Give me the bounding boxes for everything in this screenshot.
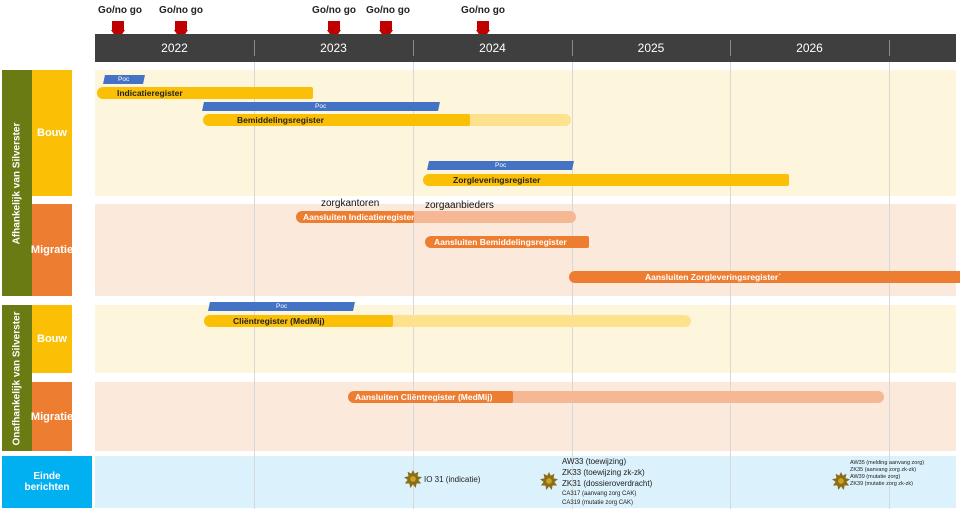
grid-line — [254, 62, 255, 509]
message-item: ZK39 (mutatie zorg zk-zk) — [850, 481, 913, 487]
year-separator — [572, 40, 573, 56]
bar-aansluiten-clientregister: Aansluiten Cliëntregister (MedMij) — [348, 391, 513, 403]
bar-clientregister-extension — [358, 315, 691, 327]
bar-indicatieregister: Indicatieregister — [97, 87, 313, 99]
go-no-go-label: Go/no go — [159, 5, 203, 16]
year-separator — [254, 40, 255, 56]
group-label-independent: Onafhankelijk van Silverster — [2, 305, 32, 451]
message-item: ZK33 (toewijzing zk-zk) — [562, 468, 645, 477]
year-label: 2025 — [637, 41, 665, 55]
grid-line — [889, 62, 890, 509]
bar-aansluiten-indicatieregister: Aansluiten Indicatieregister — [296, 211, 414, 223]
year-separator — [413, 40, 414, 56]
message-item: AW35 (melding aanvang zorg) — [850, 460, 925, 466]
poc-bar: Poc — [103, 75, 145, 84]
row-label-bouw: Bouw — [32, 305, 72, 373]
group-label-text: Afhankelijk van Silverster — [11, 122, 23, 244]
go-no-go-marker — [175, 21, 187, 30]
go-no-go-label: Go/no go — [461, 5, 505, 16]
year-separator — [730, 40, 731, 56]
year-separator — [889, 40, 890, 56]
bar-aansluiten-clientregister-extension — [500, 391, 884, 403]
message-item: CA319 (mutatie zorg CAK) — [562, 500, 634, 506]
bar-clientregister: Cliëntregister (MedMij) — [204, 315, 393, 327]
gear-icon — [540, 472, 558, 490]
bar-aansluiten-indicatieregister-extension — [402, 211, 576, 223]
grid-line — [413, 62, 414, 509]
poc-bar: Poc — [427, 161, 574, 170]
group-label-text: Onafhankelijk van Silverster — [11, 311, 23, 445]
message-item: ZK35 (aanvang zorg zk-zk) — [850, 467, 917, 473]
poc-bar: Poc — [208, 302, 355, 311]
band-einde-berichten — [95, 456, 956, 508]
timeline-header: 2022 2023 2024 2025 2026 — [95, 34, 956, 62]
gear-icon — [832, 472, 850, 490]
row-label-einde-berichten: Einde berichten — [2, 456, 92, 508]
year-label: 2026 — [796, 41, 823, 55]
go-no-go-marker — [328, 21, 340, 30]
annotation-zorgkantoren: zorgkantoren — [321, 198, 380, 209]
go-no-go-label: Go/no go — [366, 5, 410, 16]
bar-bemiddelingsregister: Bemiddelingsregister — [203, 114, 470, 126]
go-no-go-marker — [477, 21, 489, 30]
message-item: ZK31 (dossieroverdracht) — [562, 479, 653, 488]
row-label-migratie: Migratie — [31, 382, 73, 451]
go-no-go-label: Go/no go — [98, 5, 142, 16]
year-label: 2024 — [479, 41, 506, 55]
annotation-zorgaanbieders: zorgaanbieders — [425, 200, 494, 211]
poc-bar: Poc — [202, 102, 440, 111]
bar-aansluiten-bemiddelingsregister: Aansluiten Bemiddelingsregister — [425, 236, 589, 248]
grid-line — [730, 62, 731, 509]
message-io31: IO 31 (indicatie) — [424, 475, 481, 484]
bar-zorgleveringsregister: Zorgleveringsregister — [423, 174, 789, 186]
grid-line — [572, 62, 573, 509]
gear-icon — [404, 470, 422, 488]
go-no-go-marker — [380, 21, 392, 30]
year-label: 2022 — [161, 41, 188, 55]
message-item: AW39 (mutatie zorg) — [850, 474, 901, 480]
row-label-migratie: Migratie — [31, 204, 73, 296]
message-item: AW33 (toewijzing) — [562, 457, 627, 466]
go-no-go-marker — [112, 21, 124, 30]
go-no-go-label: Go/no go — [312, 5, 356, 16]
bar-aansluiten-zorgleveringsregister: Aansluiten Zorgleveringsregister` — [569, 271, 960, 283]
group-label-dependent: Afhankelijk van Silverster — [2, 70, 32, 296]
year-label: 2023 — [320, 41, 347, 55]
message-item: CA317 (aanvang zorg CAK) — [562, 491, 637, 497]
row-label-bouw: Bouw — [32, 70, 72, 196]
